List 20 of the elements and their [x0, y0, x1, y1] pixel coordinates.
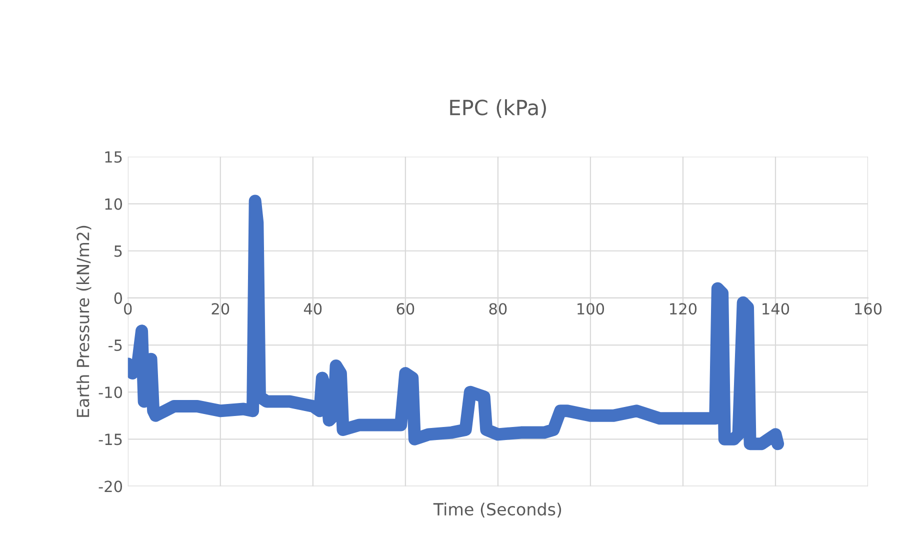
y-tick-label: -5: [108, 340, 122, 352]
y-tick-label: 0: [114, 292, 122, 304]
x-tick-label: 120: [670, 303, 697, 315]
x-axis-title: Time (Seconds): [433, 502, 562, 518]
y-tick-label: -20: [98, 480, 122, 492]
x-tick-label: 80: [489, 303, 507, 315]
x-tick-label: 60: [396, 303, 414, 315]
y-tick-label: -10: [98, 386, 122, 398]
x-tick-label: 100: [578, 303, 604, 315]
x-tick-label: 140: [762, 303, 790, 315]
y-tick-label: 10: [105, 198, 122, 210]
chart-title: EPC (kPa): [450, 99, 546, 118]
x-tick-label: 160: [855, 303, 882, 315]
x-tick-label: 0: [124, 303, 132, 315]
y-tick-label: 5: [114, 246, 122, 257]
y-axis-title: Earth Pressure (kN/m2): [76, 226, 92, 417]
x-tick-label: 40: [304, 303, 322, 315]
y-tick-label: -15: [98, 434, 122, 446]
y-tick-label: 15: [105, 151, 122, 163]
x-tick-label: 20: [212, 303, 230, 315]
